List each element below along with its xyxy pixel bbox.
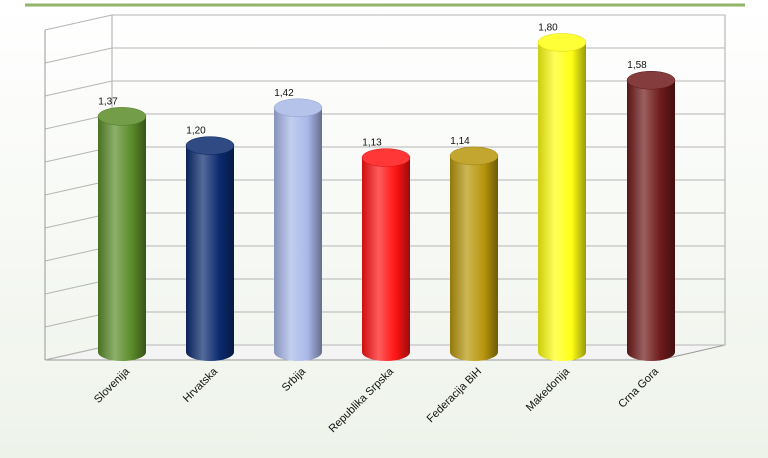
- bar-top: [449, 146, 499, 166]
- value-label: 1,80: [538, 22, 558, 33]
- bar: [274, 107, 322, 361]
- bar: [362, 157, 410, 361]
- value-label: 1,13: [362, 138, 382, 149]
- value-label: 1,37: [98, 96, 118, 107]
- bar-top: [97, 107, 147, 126]
- value-label: 1,42: [274, 88, 294, 99]
- bar-top: [361, 148, 411, 167]
- value-label: 1,14: [450, 136, 470, 147]
- bar-top: [185, 136, 235, 155]
- value-label: 1,20: [186, 126, 206, 137]
- grid-line: [44, 47, 725, 64]
- bar: [627, 80, 675, 362]
- bar-top: [626, 70, 676, 90]
- value-label: 1,58: [627, 60, 647, 71]
- bar: [538, 42, 586, 362]
- bar-top: [537, 33, 587, 52]
- grid-line: [44, 14, 725, 31]
- bar: [98, 116, 146, 361]
- bar: [450, 155, 498, 361]
- bar: [186, 145, 234, 361]
- bar-top: [273, 98, 323, 118]
- grid-line: [44, 80, 725, 97]
